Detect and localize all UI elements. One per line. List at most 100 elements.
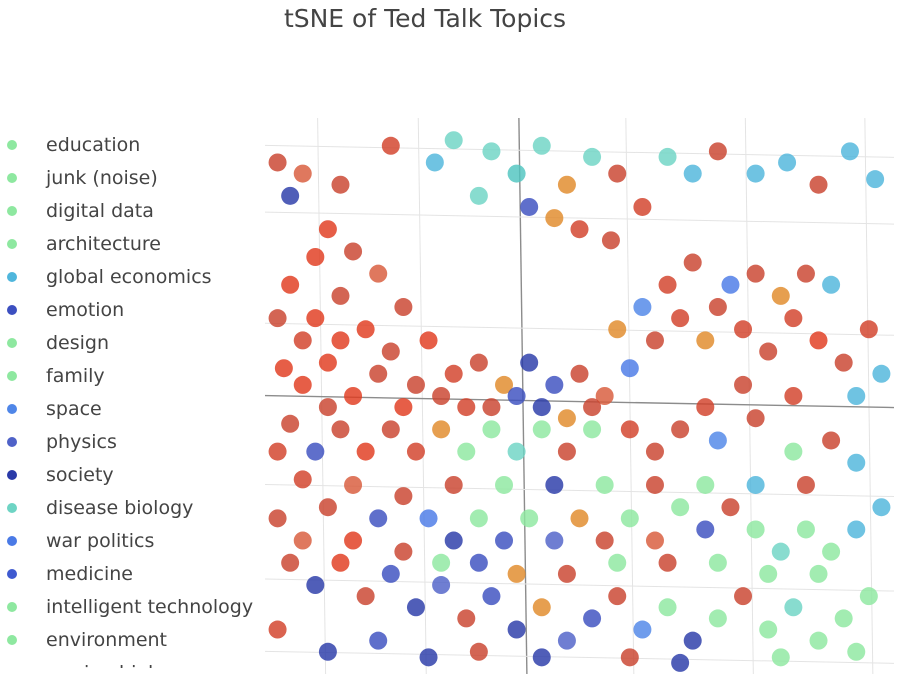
scatter-point[interactable]	[444, 131, 463, 150]
scatter-point[interactable]	[671, 498, 690, 517]
scatter-point[interactable]	[658, 147, 677, 166]
scatter-point[interactable]	[532, 136, 551, 155]
scatter-point[interactable]	[331, 331, 350, 350]
scatter-point[interactable]	[557, 442, 576, 461]
scatter-point[interactable]	[778, 153, 797, 172]
scatter-point[interactable]	[545, 531, 564, 550]
scatter-point[interactable]	[293, 331, 312, 350]
scatter-point[interactable]	[557, 175, 576, 194]
scatter-point[interactable]	[318, 398, 337, 417]
scatter-point[interactable]	[482, 142, 501, 161]
scatter-point[interactable]	[847, 520, 866, 539]
scatter-point[interactable]	[746, 475, 765, 494]
scatter-point[interactable]	[406, 442, 425, 461]
scatter-point[interactable]	[318, 353, 337, 372]
scatter-point[interactable]	[746, 264, 765, 283]
scatter-point[interactable]	[419, 331, 438, 350]
scatter-point[interactable]	[658, 275, 677, 294]
legend-item[interactable]: education	[0, 128, 140, 161]
scatter-point[interactable]	[583, 420, 602, 439]
scatter-point[interactable]	[759, 564, 778, 583]
scatter-point[interactable]	[381, 420, 400, 439]
scatter-point[interactable]	[344, 475, 363, 494]
scatter-point[interactable]	[520, 509, 539, 528]
scatter-point[interactable]	[306, 576, 325, 595]
scatter-point[interactable]	[759, 620, 778, 639]
scatter-point[interactable]	[557, 409, 576, 428]
scatter-point[interactable]	[796, 475, 815, 494]
scatter-point[interactable]	[293, 375, 312, 394]
scatter-point[interactable]	[406, 598, 425, 617]
scatter-point[interactable]	[872, 498, 891, 517]
scatter-point[interactable]	[532, 398, 551, 417]
scatter-point[interactable]	[784, 309, 803, 328]
scatter-point[interactable]	[293, 470, 312, 489]
legend-item[interactable]: architecture	[0, 227, 161, 260]
scatter-point[interactable]	[318, 642, 337, 661]
scatter-point[interactable]	[381, 342, 400, 361]
scatter-point[interactable]	[608, 164, 627, 183]
scatter-point[interactable]	[847, 453, 866, 472]
scatter-plot-area[interactable]	[265, 118, 894, 674]
legend-item[interactable]: family	[0, 359, 105, 392]
scatter-point[interactable]	[872, 364, 891, 383]
scatter-point[interactable]	[784, 387, 803, 405]
scatter-point[interactable]	[746, 520, 765, 539]
scatter-point[interactable]	[331, 286, 350, 305]
legend-item[interactable]: global economics	[0, 260, 212, 293]
scatter-point[interactable]	[608, 553, 627, 572]
scatter-point[interactable]	[318, 220, 337, 239]
scatter-point[interactable]	[620, 648, 639, 667]
scatter-point[interactable]	[318, 498, 337, 517]
legend-item[interactable]: war politics	[0, 524, 154, 557]
scatter-point[interactable]	[469, 186, 488, 205]
scatter-point[interactable]	[532, 648, 551, 667]
scatter-point[interactable]	[507, 442, 526, 461]
legend-item[interactable]: medicine	[0, 557, 133, 590]
scatter-point[interactable]	[834, 609, 853, 628]
scatter-point[interactable]	[268, 153, 287, 172]
scatter-point[interactable]	[344, 242, 363, 261]
scatter-point[interactable]	[331, 175, 350, 194]
scatter-point[interactable]	[583, 609, 602, 628]
scatter-point[interactable]	[822, 542, 841, 561]
scatter-point[interactable]	[268, 309, 287, 328]
scatter-point[interactable]	[482, 420, 501, 439]
scatter-point[interactable]	[545, 475, 564, 494]
scatter-point[interactable]	[469, 509, 488, 528]
scatter-point[interactable]	[570, 220, 589, 239]
scatter-point[interactable]	[734, 375, 753, 394]
scatter-point[interactable]	[557, 564, 576, 583]
scatter-point[interactable]	[444, 475, 463, 494]
scatter-point[interactable]	[696, 475, 715, 494]
scatter-point[interactable]	[281, 553, 300, 572]
scatter-point[interactable]	[425, 153, 444, 172]
scatter-point[interactable]	[721, 498, 740, 517]
scatter-point[interactable]	[532, 420, 551, 439]
legend-item[interactable]: disease biology	[0, 491, 193, 524]
scatter-point[interactable]	[306, 442, 325, 461]
scatter-point[interactable]	[369, 264, 388, 283]
scatter-point[interactable]	[645, 331, 664, 350]
legend-item[interactable]: society	[0, 458, 114, 491]
scatter-point[interactable]	[771, 542, 790, 561]
scatter-point[interactable]	[570, 509, 589, 528]
scatter-point[interactable]	[671, 653, 690, 672]
scatter-point[interactable]	[281, 275, 300, 294]
scatter-point[interactable]	[771, 286, 790, 305]
scatter-point[interactable]	[394, 542, 413, 561]
scatter-point[interactable]	[469, 353, 488, 372]
legend-item[interactable]: environment	[0, 623, 167, 656]
scatter-point[interactable]	[444, 531, 463, 550]
scatter-point[interactable]	[495, 375, 514, 394]
legend-item[interactable]: physics	[0, 425, 117, 458]
scatter-point[interactable]	[671, 420, 690, 439]
legend-item[interactable]: digital data	[0, 194, 154, 227]
scatter-point[interactable]	[859, 320, 878, 339]
scatter-point[interactable]	[633, 298, 652, 317]
scatter-point[interactable]	[281, 186, 300, 205]
scatter-point[interactable]	[822, 275, 841, 294]
scatter-point[interactable]	[557, 631, 576, 650]
scatter-point[interactable]	[507, 564, 526, 583]
scatter-point[interactable]	[840, 142, 859, 161]
